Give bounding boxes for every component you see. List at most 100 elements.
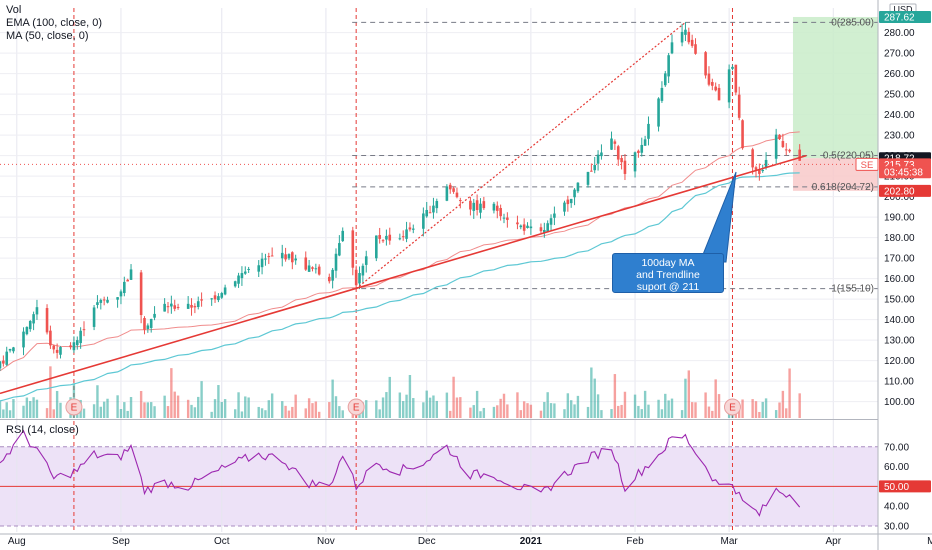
candle-body	[411, 228, 415, 230]
rsi-legend[interactable]: RSI (14, close)	[6, 424, 79, 436]
candle-body	[445, 186, 449, 201]
volume-bar	[670, 398, 674, 418]
volume-bar	[240, 411, 244, 418]
volume-bar	[311, 403, 314, 418]
candle-body	[754, 167, 758, 170]
candle-body	[351, 230, 355, 268]
candle-body	[573, 189, 576, 198]
volume-bar	[549, 403, 553, 418]
rsi-level-tag	[879, 480, 931, 493]
candle-body	[243, 271, 247, 274]
volume-bar	[714, 379, 717, 418]
candle-body	[314, 268, 318, 270]
volume-bar	[660, 409, 664, 418]
candle-body	[405, 229, 408, 239]
candle-body	[264, 258, 267, 260]
volume-bar	[139, 390, 143, 418]
volume-bar	[35, 399, 39, 418]
volume-bar	[664, 393, 667, 418]
callout-line-1: 100day MA	[641, 257, 695, 269]
candle-body	[731, 66, 734, 69]
legend-vol[interactable]: Vol	[6, 4, 22, 16]
candle-body	[287, 254, 291, 259]
candle-body	[99, 299, 103, 303]
candle-body	[284, 254, 287, 260]
candle-body	[69, 345, 72, 348]
candle-body	[640, 144, 644, 153]
volume-bar	[519, 410, 522, 418]
symbol-tag[interactable]	[855, 157, 879, 171]
earnings-marker[interactable]	[347, 398, 365, 416]
candle-body	[317, 266, 321, 275]
price-tick-label: 150.00	[884, 295, 915, 306]
volume-bar	[422, 402, 425, 418]
volume-bar	[758, 411, 761, 418]
volume-bar	[563, 409, 566, 418]
volume-bar	[237, 392, 240, 418]
candle-body	[217, 296, 220, 301]
candle-body	[727, 69, 731, 103]
candle-body	[126, 279, 129, 282]
volume-bar	[153, 406, 156, 418]
candle-body	[334, 253, 338, 271]
candle-body	[663, 73, 667, 86]
earnings-marker[interactable]	[723, 398, 741, 416]
candle-body	[247, 268, 250, 270]
candle-body	[331, 269, 334, 281]
volume-bar	[408, 375, 412, 418]
candle-body	[761, 169, 765, 172]
candle-body	[260, 258, 264, 268]
volume-bar	[764, 398, 768, 418]
candle-body	[543, 230, 546, 233]
candle-body	[213, 295, 217, 300]
volume-bar	[586, 406, 590, 418]
volume-bar	[287, 410, 291, 418]
fib-level-label: 0(285.00)	[831, 17, 874, 28]
annotation-callout[interactable]: 100day MA and Trendline suport @ 211	[612, 253, 724, 293]
legend-ema[interactable]: EMA (100, close, 0)	[6, 17, 102, 29]
candle-body	[459, 200, 462, 202]
candle-body	[123, 281, 126, 294]
candle-body	[425, 209, 429, 217]
candle-body	[361, 265, 365, 276]
candle-body	[12, 347, 15, 352]
volume-bar	[29, 401, 32, 418]
time-axis-label: Dec	[418, 536, 436, 547]
price-axis[interactable]	[878, 0, 932, 550]
candle-body	[620, 158, 623, 163]
candle-body	[435, 201, 439, 209]
fib-level-label: 0.5(220.05)	[823, 150, 874, 161]
volume-bar	[210, 411, 213, 418]
volume-bar	[499, 398, 502, 418]
earnings-marker[interactable]	[65, 398, 83, 416]
volume-bar	[617, 405, 620, 418]
candle-body	[119, 291, 123, 297]
ema-100-line[interactable]	[0, 172, 800, 402]
legend-ma[interactable]: MA (50, close, 0)	[6, 30, 89, 42]
volume-bar	[25, 397, 29, 418]
support-trendline[interactable]	[0, 154, 807, 395]
rsi-line[interactable]	[0, 429, 801, 517]
rsi-tick-label: 60.00	[884, 462, 909, 473]
candle-body	[553, 213, 556, 218]
volume-bar	[492, 406, 496, 418]
price-tick-label: 270.00	[884, 49, 915, 60]
candle-body	[8, 348, 12, 351]
volume-bar	[129, 397, 133, 418]
volume-bar	[291, 406, 294, 418]
price-tag-label: 03:45:38	[884, 168, 923, 179]
volume-bar	[244, 396, 247, 418]
volume-bar	[707, 406, 711, 418]
volume-bar	[405, 394, 408, 418]
rsi-tick-label: 40.00	[884, 502, 909, 513]
volume-bar	[173, 391, 176, 418]
candle-body	[616, 146, 620, 160]
candle-body	[45, 308, 49, 333]
volume-bar	[657, 399, 660, 418]
fib-trend-line[interactable]	[355, 21, 686, 290]
volume-bar	[637, 405, 640, 418]
price-tick-label: 260.00	[884, 69, 915, 80]
ma-50-line[interactable]	[0, 131, 800, 372]
candle-body	[778, 134, 781, 140]
